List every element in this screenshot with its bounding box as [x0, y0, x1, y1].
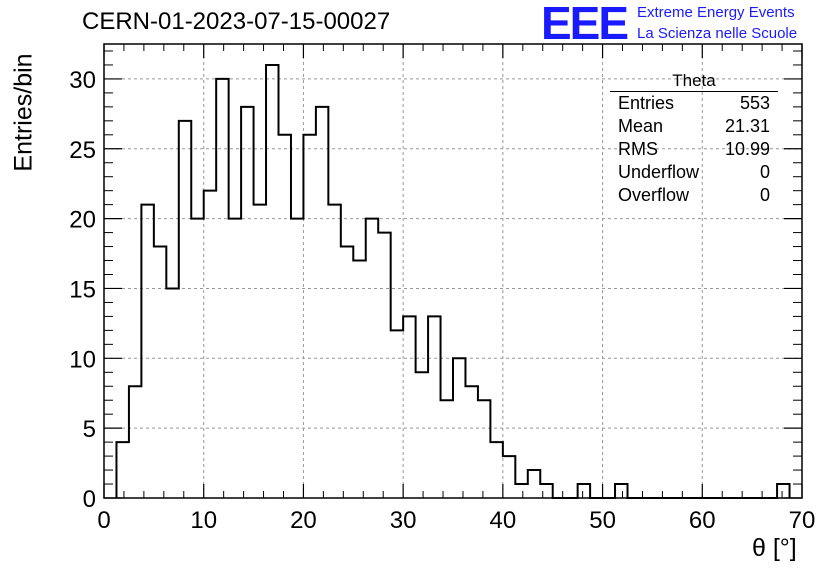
histogram-bin: [266, 65, 278, 498]
stats-value: 10.99: [724, 139, 770, 159]
histogram-bin: [578, 484, 590, 498]
histogram-bin: [204, 191, 216, 498]
histogram-bin: [191, 219, 203, 498]
histogram-bin: [503, 456, 515, 498]
histogram-bin: [341, 247, 353, 498]
stats-row-entries: Entries 553: [610, 92, 778, 115]
stats-value: 21.31: [724, 116, 770, 136]
histogram-bars: [115, 63, 791, 499]
histogram-outline: [115, 63, 791, 499]
histogram-bin: [391, 330, 403, 498]
histogram-bin: [416, 372, 428, 498]
histogram-bin: [441, 400, 453, 498]
logo-line-2: La Scienza nelle Scuole: [637, 25, 798, 42]
chart-title: CERN-01-2023-07-15-00027: [82, 8, 391, 35]
histogram-bin: [216, 79, 228, 498]
histogram-bin: [615, 484, 627, 498]
stats-row-overflow: Overflow 0: [610, 184, 778, 207]
histogram-bin: [141, 205, 153, 498]
histogram-bin: [303, 135, 315, 498]
histogram-bin: [179, 121, 191, 498]
histogram-bin: [478, 400, 490, 498]
histogram-bin: [154, 247, 166, 498]
y-tick-label: 15: [69, 276, 96, 303]
histogram-bin: [453, 358, 465, 498]
histogram-bin: [366, 219, 378, 498]
y-tick-label: 20: [69, 207, 96, 234]
y-tick-label: 5: [83, 416, 96, 443]
stats-value: 0: [759, 162, 770, 182]
x-tick-label: 0: [97, 507, 110, 534]
stats-label: Entries: [618, 93, 675, 113]
histogram-bin: [777, 484, 789, 498]
stats-label: Underflow: [618, 162, 700, 182]
y-tick-label: 30: [69, 67, 96, 94]
y-tick-label: 25: [69, 137, 96, 164]
x-tick-label: 30: [390, 507, 417, 534]
histogram-bin: [116, 442, 128, 498]
histogram-bin: [378, 233, 390, 498]
histogram-bin: [428, 316, 440, 498]
histogram-bin: [279, 135, 291, 498]
tick-labels: 0 10 20 30 40 50 60 70 0 5 10 15 20 25 30: [69, 67, 815, 534]
stats-row-mean: Mean 21.31: [610, 115, 778, 138]
histogram-bin: [403, 316, 415, 498]
x-axis-label: θ [°]: [752, 534, 797, 562]
stats-label: RMS: [618, 139, 658, 159]
histogram-bin: [515, 484, 527, 498]
eee-logo: EEE: [541, 0, 629, 49]
histogram-bin: [241, 107, 253, 498]
histogram-bin: [540, 484, 552, 498]
stats-value: 553: [739, 93, 770, 113]
stats-value: 0: [759, 185, 770, 205]
stats-row-underflow: Underflow 0: [610, 161, 778, 184]
x-tick-label: 20: [290, 507, 317, 534]
stats-box-title: Theta: [610, 72, 778, 92]
x-tick-label: 60: [689, 507, 716, 534]
stats-label: Overflow: [618, 185, 690, 205]
histogram-bin: [528, 470, 540, 498]
stats-row-rms: RMS 10.99: [610, 138, 778, 161]
histogram-bin: [353, 261, 365, 498]
x-tick-label: 50: [589, 507, 616, 534]
y-tick-label: 0: [83, 486, 96, 513]
x-tick-label: 40: [490, 507, 517, 534]
histogram-bin: [254, 205, 266, 498]
stats-box: Theta Entries 553 Mean 21.31 RMS 10.99 U…: [610, 72, 778, 207]
y-tick-label: 10: [69, 346, 96, 373]
histogram-bin: [316, 107, 328, 498]
histogram-bin: [291, 219, 303, 498]
histogram-bin: [129, 386, 141, 498]
histogram-bin: [490, 442, 502, 498]
histogram-bin: [328, 205, 340, 498]
stats-label: Mean: [618, 116, 664, 136]
plot-frame: [103, 43, 803, 499]
axis-ticks: [103, 44, 803, 499]
x-tick-label: 10: [190, 507, 217, 534]
histogram-bin: [465, 386, 477, 498]
x-tick-label: 70: [789, 507, 816, 534]
histogram-bin: [166, 288, 178, 498]
logo-line-1: Extreme Energy Events: [637, 4, 795, 21]
histogram-bin: [229, 219, 241, 498]
y-axis-label: Entries/bin: [9, 53, 38, 172]
